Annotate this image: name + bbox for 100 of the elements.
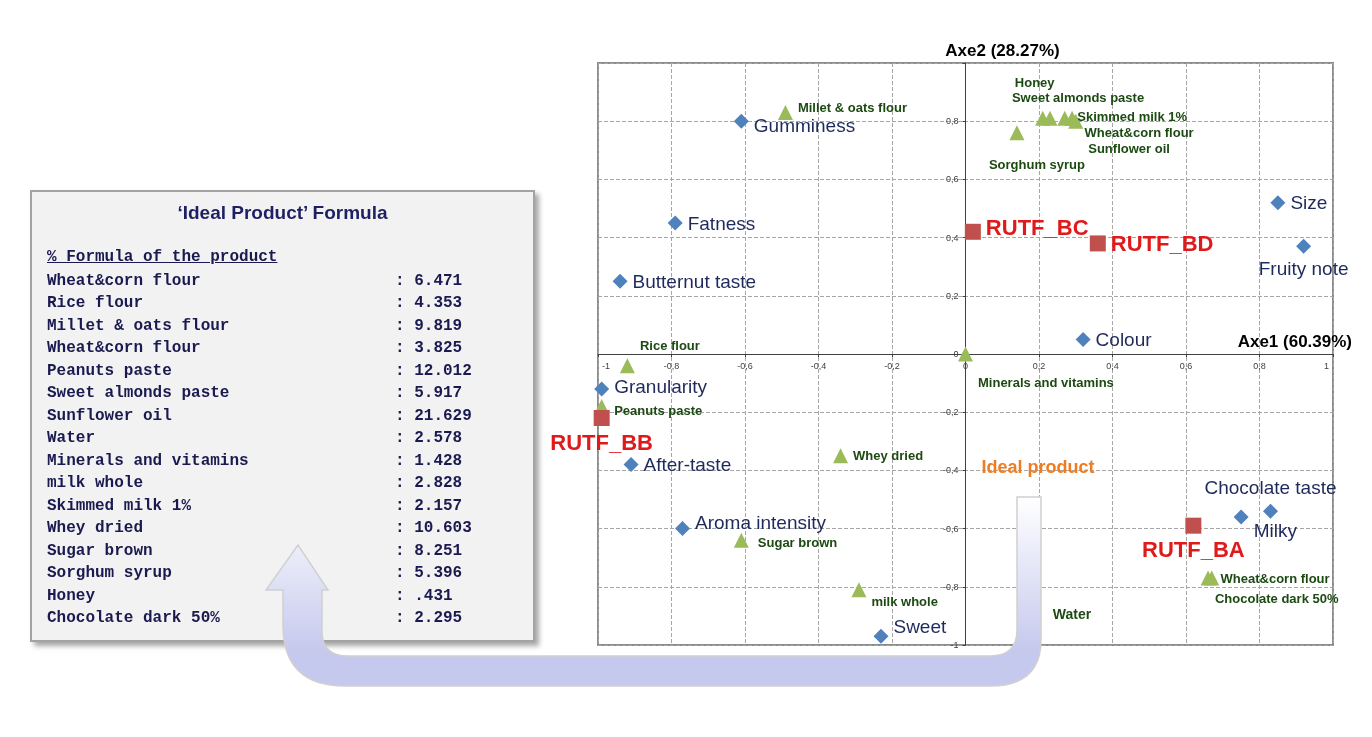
x-tick-label: -1 (602, 360, 611, 371)
point (1204, 570, 1220, 586)
point (833, 448, 849, 464)
text: ‘Ideal Product’ Formula (176, 202, 389, 224)
point (594, 381, 610, 397)
data-label: milk whole (871, 594, 938, 610)
point (851, 582, 867, 598)
y-tick-label: -0,4 (942, 465, 959, 476)
category-label: Chocolate dark 50% (47, 609, 220, 628)
y-tick-label: 0,6 (945, 174, 959, 185)
category-label: Sugar brown (47, 541, 153, 560)
y-tick-label: -0,8 (942, 581, 959, 592)
text: : .431 (395, 586, 453, 605)
category-label: Wheat&corn flour (47, 339, 201, 358)
y-tick-label: 0,8 (945, 116, 959, 127)
point (1075, 331, 1091, 347)
point (1185, 517, 1202, 534)
text: : 3.825 (395, 339, 463, 358)
data-label: Size (1290, 192, 1328, 214)
point (1296, 238, 1312, 254)
point (733, 532, 749, 548)
x-tick-label: 0,2 (1032, 360, 1046, 371)
x-tick-label: -0,4 (810, 360, 827, 371)
data-label: Rice flour (639, 338, 700, 354)
data-label: Butternut taste (632, 270, 757, 292)
text: : 10.603 (395, 519, 472, 538)
data-label: Wheat&corn flour (1220, 570, 1330, 586)
point (1009, 125, 1025, 141)
data-label: After-taste (643, 454, 732, 476)
data-label: Sorghum syrup (988, 157, 1086, 173)
data-label: Sunflower oil (1088, 140, 1170, 156)
data-label: Colour (1095, 328, 1153, 350)
y-tick-label: -0,6 (942, 523, 959, 534)
data-label: Fatness (687, 212, 756, 234)
data-label: Millet & oats flour (797, 99, 907, 115)
data-label: Fruity note (1258, 257, 1349, 279)
category-label: Peanuts paste (47, 361, 172, 380)
point (1089, 235, 1106, 252)
text: : 5.396 (395, 564, 463, 583)
category-label: Rice flour (47, 294, 144, 313)
data-label: Chocolate dark 50% (1214, 590, 1339, 606)
point (1042, 110, 1058, 126)
category-label: Wheat&corn flour (47, 272, 201, 290)
point (1233, 509, 1249, 525)
point (623, 457, 639, 473)
data-label: Chocolate taste (1204, 476, 1337, 498)
point (873, 628, 889, 644)
y-tick-label: 0,2 (945, 290, 959, 301)
point (612, 273, 628, 289)
data-label: Skimmed milk 1% (1077, 108, 1188, 124)
x-tick-label: 0,6 (1179, 360, 1193, 371)
category-label: Sorghum syrup (47, 564, 172, 583)
point (1270, 195, 1286, 211)
point (593, 410, 610, 427)
data-label: Milky (1253, 520, 1298, 542)
x-tick-label: 0,4 (1106, 360, 1119, 371)
data-label: Granularity (614, 376, 708, 398)
data-label: RUTF_BC (985, 215, 1089, 241)
data-label: Gumminess (753, 114, 856, 136)
text: : 2.578 (395, 429, 463, 448)
category-label: Minerals and vitamins (47, 451, 249, 470)
data-label: Sweet (893, 615, 947, 637)
category-label: Sweet almonds paste (47, 384, 230, 403)
text: : 6.471 (395, 272, 463, 290)
x-tick-label: -0,2 (884, 360, 900, 371)
category-label: Skimmed milk 1% (47, 496, 192, 515)
text: : 2.157 (395, 496, 463, 515)
x-axis-title: Axe1 (60.39%) (1237, 332, 1352, 351)
data-label: Minerals and vitamins (978, 374, 1114, 390)
text: : 2.828 (395, 474, 463, 493)
category-label: Millet & oats flour (47, 316, 230, 335)
data-label: Sugar brown (757, 534, 838, 550)
x-tick-label: -0,6 (737, 360, 753, 371)
y-tick-label: 0,4 (945, 232, 959, 243)
point (1263, 503, 1279, 519)
point (675, 521, 691, 537)
x-tick-label: 0,8 (1253, 360, 1266, 371)
data-label: Wheat&corn flour (1084, 124, 1194, 140)
category-label: Water (47, 429, 96, 448)
point (667, 215, 683, 231)
point (777, 104, 793, 120)
text: : 9.819 (395, 316, 463, 335)
text: : 2.295 (395, 609, 463, 628)
text: : 21.629 (395, 406, 472, 425)
point (964, 223, 981, 240)
category-label: Whey dried (47, 519, 144, 538)
data-label: Whey dried (853, 448, 924, 464)
text: : 4.353 (395, 294, 463, 313)
data-label: Honey (1014, 74, 1056, 90)
point (733, 113, 749, 129)
data-label: Aroma intensity (695, 512, 827, 534)
y-axis-title: Axe2 (28.27%) (945, 41, 1060, 60)
data-label: RUTF_BA (1142, 537, 1245, 563)
data-label: Peanuts paste (614, 402, 703, 418)
text: % Formula of the product (47, 248, 278, 266)
data-label: RUTF_BD (1110, 230, 1214, 256)
text: : 12.012 (395, 361, 472, 380)
y-tick-label: -0,2 (942, 407, 959, 418)
text: : 5.917 (395, 384, 463, 403)
point (958, 346, 973, 362)
